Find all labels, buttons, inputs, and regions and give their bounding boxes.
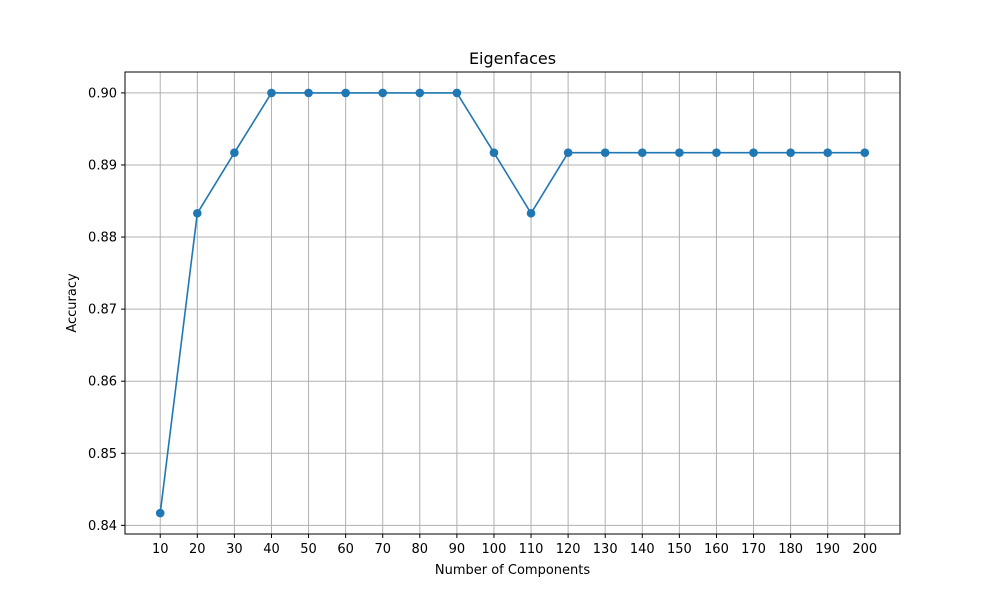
x-tick-label: 80 [412,542,429,557]
x-tick-label: 20 [189,542,206,557]
data-point [675,148,684,158]
data-point [786,148,795,158]
data-point [526,208,536,218]
x-axis: 10 20 30 40 50 60 70 80 90 100 110 120 130 140 150 160 1… [152,534,877,557]
x-tick-label: 180 [778,542,803,557]
data-point [637,148,647,158]
x-tick-label: 10 [152,542,169,557]
y-tick-label: 0.85 [88,447,117,462]
y-tick-label: 0.86 [88,375,117,390]
y-tick-label: 0.88 [88,231,117,246]
x-tick-label: 50 [300,542,317,557]
x-tick-label: 110 [519,542,544,557]
data-point [452,88,462,98]
data-point [267,88,276,98]
data-point [304,88,313,98]
x-tick-label: 40 [263,542,280,557]
x-tick-label: 60 [337,542,354,557]
y-tick-label: 0.84 [88,519,117,534]
data-point [860,148,870,158]
y-axis: 0.84 0.85 0.86 0.87 0.88 0.89 0.90 [88,86,125,534]
data-point [193,208,202,218]
x-tick-label: 150 [667,542,692,557]
x-tick-label: 130 [593,542,618,557]
y-tick-label: 0.89 [88,158,117,173]
data-point [489,148,499,158]
x-tick-label: 100 [482,542,507,557]
x-tick-label: 140 [630,542,655,557]
data-point [230,148,239,158]
x-tick-label: 120 [556,542,581,557]
plot-frame [124,71,901,535]
data-point [749,148,758,158]
y-axis-title: Accuracy [65,273,80,333]
y-tick-label: 0.87 [88,303,117,318]
data-point [823,148,832,158]
data-point [415,88,425,98]
x-axis-title: Number of Components [435,563,590,578]
x-tick-label: 200 [852,542,877,557]
x-tick-label: 90 [449,542,466,557]
data-point [563,148,573,158]
data-point [155,508,165,518]
data-point [378,88,388,98]
x-tick-label: 170 [741,542,766,557]
y-tick-label: 0.90 [88,86,117,101]
data-point [341,88,350,98]
chart-title: Eigenfaces [469,49,556,68]
series-line [159,92,865,514]
x-tick-label: 70 [374,542,391,557]
data-point [712,148,721,158]
x-tick-label: 160 [704,542,729,557]
series [155,88,870,518]
x-tick-label: 190 [815,542,840,557]
data-point [600,148,610,158]
x-tick-label: 30 [226,542,243,557]
